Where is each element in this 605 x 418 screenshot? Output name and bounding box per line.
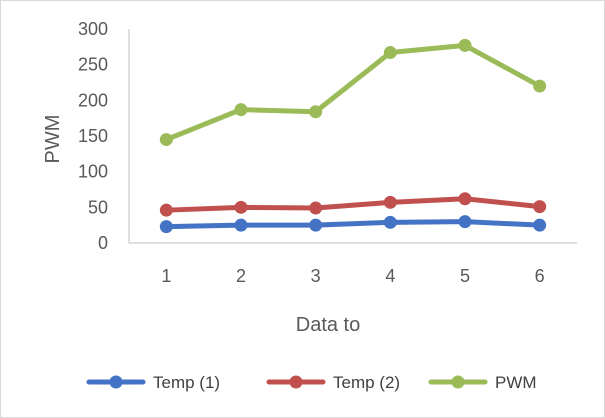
legend-label: PWM — [495, 373, 537, 392]
x-tick-label: 1 — [161, 266, 171, 286]
y-tick-label: 250 — [78, 55, 108, 75]
x-tick-labels: 1 2 3 4 5 6 — [161, 266, 544, 286]
data-point-pwm — [234, 103, 248, 117]
data-point-temp-1 — [533, 218, 547, 232]
series-line-temp-1 — [163, 219, 543, 230]
data-point-pwm — [458, 38, 472, 52]
legend-item-temp-2: Temp (2) — [266, 373, 400, 392]
y-tick-label: 0 — [98, 233, 108, 253]
y-tick-label: 150 — [78, 126, 108, 146]
legend-item-pwm: PWM — [428, 373, 537, 392]
y-tick-label: 100 — [78, 162, 108, 182]
x-tick-label: 3 — [311, 266, 321, 286]
x-tick-label: 2 — [236, 266, 246, 286]
data-point-temp-1 — [309, 218, 323, 232]
legend-item-temp-1: Temp (1) — [86, 373, 220, 392]
data-point-pwm — [533, 79, 547, 93]
series-line-temp-2 — [163, 196, 543, 213]
data-point-pwm — [309, 105, 323, 119]
y-axis-title: PWM — [42, 115, 64, 164]
series-line-pwm — [163, 42, 543, 143]
data-point-temp-2 — [458, 192, 472, 206]
x-tick-label: 5 — [460, 266, 470, 286]
y-tick-label: 200 — [78, 90, 108, 110]
data-point-temp-1 — [383, 215, 397, 229]
data-point-temp-1 — [234, 218, 248, 232]
data-point-temp-1 — [458, 215, 472, 229]
legend-label: Temp (1) — [153, 373, 220, 392]
data-point-temp-2 — [383, 195, 397, 209]
legend-label: Temp (2) — [333, 373, 400, 392]
series-pwm — [159, 38, 547, 147]
data-point-temp-1 — [159, 220, 173, 234]
legend-marker-temp-1 — [109, 375, 123, 389]
x-axis-title: Data to — [296, 314, 360, 336]
series-temp-1 — [159, 215, 547, 234]
data-point-temp-2 — [159, 203, 173, 217]
data-point-pwm — [383, 46, 397, 60]
y-tick-label: 50 — [88, 197, 108, 217]
series-temp-2 — [159, 192, 547, 217]
series-layer — [159, 38, 547, 234]
data-point-temp-2 — [309, 201, 323, 215]
x-tick-label: 6 — [535, 266, 545, 286]
data-point-pwm — [159, 133, 173, 147]
data-point-temp-2 — [234, 200, 248, 214]
y-tick-label: 300 — [78, 19, 108, 39]
legend-marker-temp-2 — [289, 375, 303, 389]
y-tick-labels: 0 50 100 150 200 250 300 — [78, 19, 108, 253]
x-tick-label: 4 — [385, 266, 395, 286]
data-point-temp-2 — [533, 200, 547, 214]
legend-marker-pwm — [451, 375, 465, 389]
legend: Temp (1) Temp (2) PWM — [86, 373, 537, 392]
